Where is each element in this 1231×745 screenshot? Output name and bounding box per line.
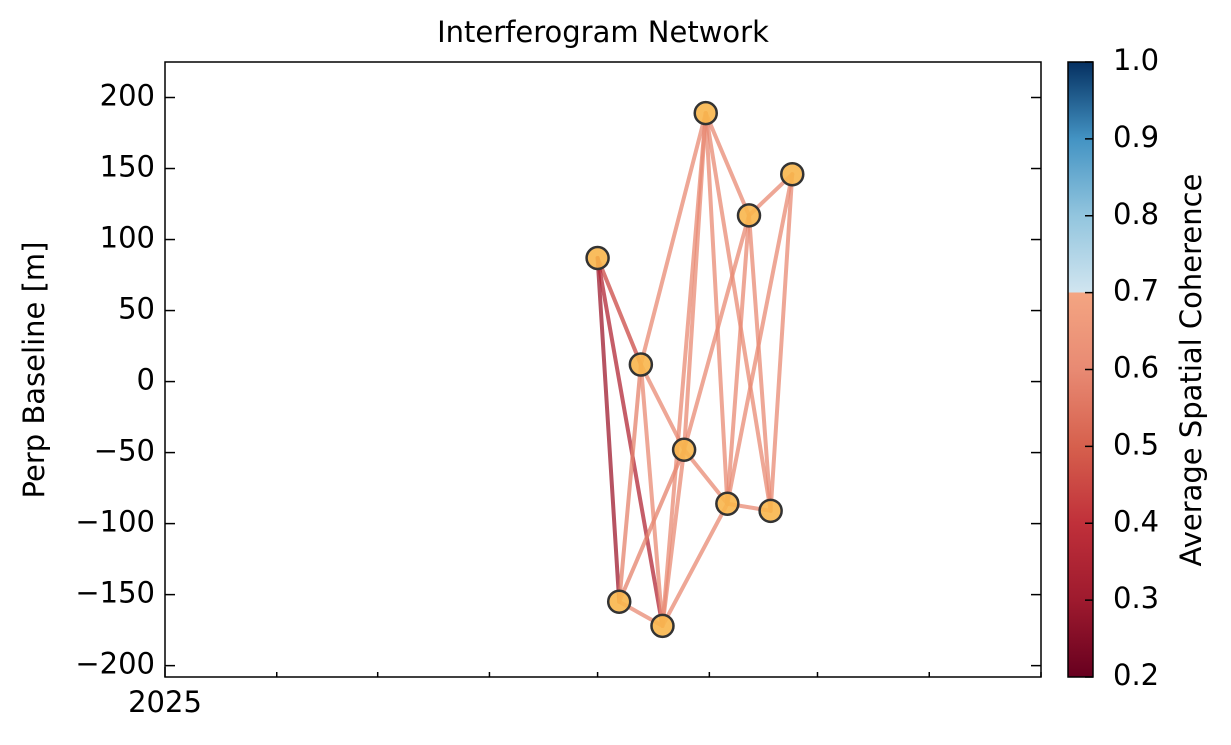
edge [747,213,773,513]
plot-frame [164,61,1042,678]
colorbar-tick-label: 0.9 [1113,120,1159,154]
colorbar-tick-label: 0.8 [1113,197,1159,231]
acquisition-node [585,245,610,271]
acquisition-node [758,498,783,524]
edge [768,172,795,513]
y-tick-label: −150 [75,576,155,610]
colorbar-tick-label: 0.4 [1113,504,1159,538]
edge [703,111,773,513]
edge [660,501,730,628]
acquisition-node [606,589,632,614]
y-tick-label: 0 [137,363,155,397]
edge [617,362,643,604]
edge [595,256,643,367]
y-tick-label: 100 [100,221,155,255]
edge [725,213,751,506]
edge [638,362,665,628]
edge [595,256,622,604]
acquisition-node [693,100,718,126]
x-tick-label: 2025 [128,685,202,719]
acquisition-node [671,437,697,462]
y-tick-label: 50 [118,292,155,326]
colorbar-tick-label: 0.6 [1113,351,1159,385]
acquisition-node [628,352,654,377]
edge [682,111,708,452]
y-tick-label: −100 [75,505,155,539]
acquisition-node [650,613,675,639]
colorbar-tick-label: 1.0 [1113,43,1159,77]
acquisition-node [715,491,740,516]
colorbar-tick-label: 0.3 [1113,581,1159,615]
colorbar-tick-label: 0.7 [1113,274,1159,308]
edge [638,111,708,367]
y-tick-label: 150 [100,150,155,184]
y-tick-label: −50 [94,434,155,468]
chart-title: Interferogram Network [437,15,769,49]
edge [595,256,665,628]
acquisition-node [780,161,805,187]
colorbar-tick-label: 0.5 [1113,427,1159,461]
y-axis-label: Perp Baseline [m] [17,242,51,499]
colorbar-label: Average Spatial Coherence [1174,174,1208,567]
y-tick-label: 200 [100,79,155,113]
edge [703,111,730,506]
acquisition-node [736,203,762,228]
y-tick-label: −200 [75,647,155,681]
edge [703,111,751,218]
colorbar-tick-label: 0.2 [1113,658,1159,692]
